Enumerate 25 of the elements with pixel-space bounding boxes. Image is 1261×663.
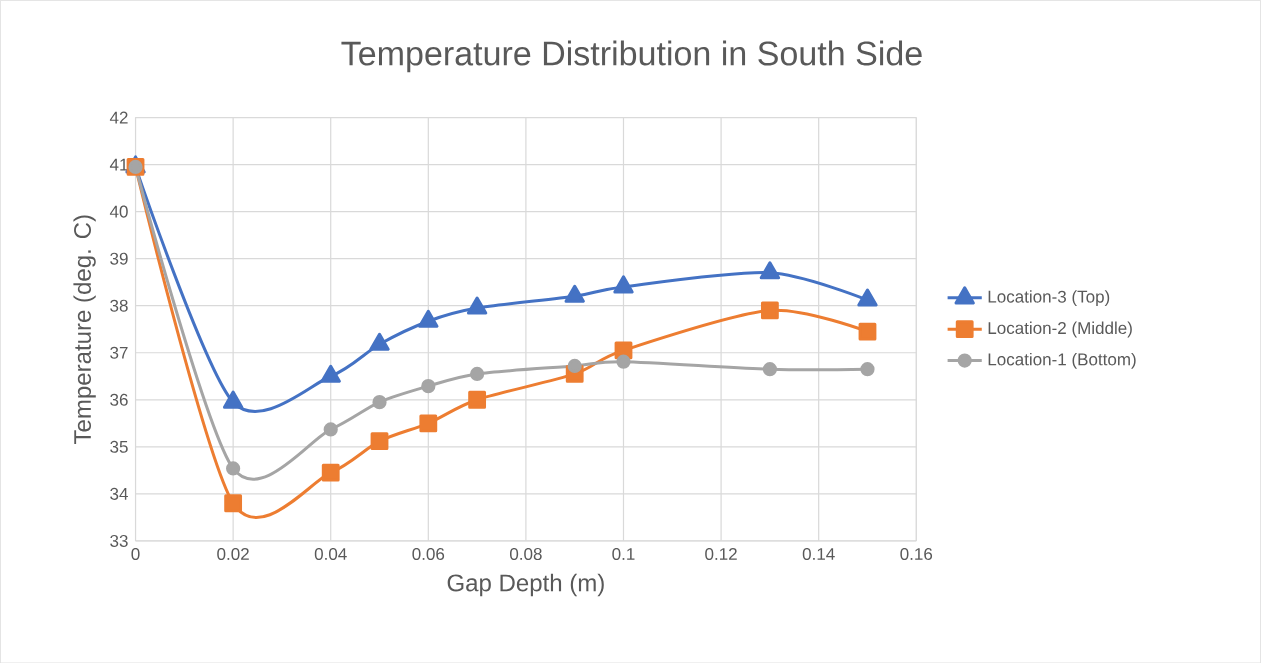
x-tick-label: 0.12 (705, 547, 737, 560)
chart-title: Temperature Distribution in South Side (341, 40, 922, 73)
x-tick-label: 0 (131, 547, 140, 560)
legend-label: Location-3 (Top) (988, 289, 1110, 306)
y-tick-label: 33 (110, 534, 128, 547)
x-tick-label: 0.1 (612, 547, 635, 560)
y-tick-label: 37 (110, 346, 128, 359)
legend-label: Location-1 (Bottom) (988, 352, 1136, 369)
y-tick-label: 38 (110, 299, 128, 312)
y-tick-label: 35 (110, 440, 128, 453)
y-tick-label: 40 (109, 205, 128, 218)
x-tick-label: 0.14 (802, 547, 835, 560)
x-tick-label: 0.16 (900, 547, 933, 560)
y-tick-label: 34 (110, 487, 128, 500)
y-axis-title: Temperature (deg. C) (73, 215, 96, 444)
x-tick-label: 0.06 (412, 547, 445, 560)
x-tick-label: 0.08 (510, 547, 542, 560)
x-tick-label: 0.04 (314, 547, 347, 560)
x-tick-label: 0.02 (217, 547, 249, 560)
x-axis-title: Gap Depth (m) (447, 573, 604, 596)
legend-label: Location-2 (Middle) (988, 321, 1132, 338)
y-tick-label: 36 (110, 393, 128, 406)
y-tick-label: 41 (109, 158, 128, 171)
y-tick-label: 42 (109, 111, 128, 124)
y-tick-label: 39 (110, 252, 128, 265)
